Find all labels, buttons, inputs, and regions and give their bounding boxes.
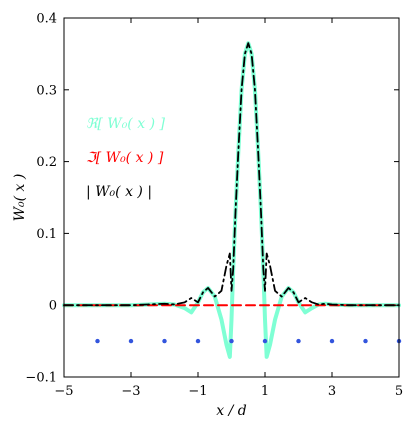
x-tick-label: −5 bbox=[54, 384, 73, 399]
plot-frame bbox=[63, 17, 400, 378]
series-line-2 bbox=[63, 42, 400, 307]
legend-entry: ℑ[ W₀( x ) ] bbox=[86, 150, 164, 166]
series-layer bbox=[62, 41, 401, 359]
x-tick-label: −1 bbox=[188, 384, 207, 399]
marker-point bbox=[162, 338, 167, 344]
y-tick-label: 0.3 bbox=[36, 83, 57, 98]
y-tick-label: 0.4 bbox=[36, 12, 57, 27]
marker-point bbox=[262, 338, 268, 344]
tick-layer: −5 −3 −1 1 3 5 −0.1 0 0.1 0.2 0.3 0.4 bbox=[25, 12, 403, 400]
legend: ℜ[ W₀( x ) ] ℑ[ W₀( x ) ] | W₀( x ) | bbox=[86, 116, 165, 200]
legend-entry: | W₀( x ) | bbox=[86, 184, 152, 200]
x-tick-label: 3 bbox=[328, 384, 336, 399]
y-tick-label: −0.1 bbox=[25, 371, 57, 386]
marker-point bbox=[296, 338, 301, 344]
y-tick-label: 0.1 bbox=[36, 227, 57, 242]
x-tick-label: 5 bbox=[395, 384, 403, 399]
marker-point bbox=[329, 338, 335, 344]
y-axis-label: W₀( x ) bbox=[12, 174, 28, 222]
marker-point bbox=[229, 338, 234, 344]
marker-point bbox=[95, 338, 100, 344]
y-tick-label: 0.2 bbox=[36, 155, 57, 170]
marker-point bbox=[195, 338, 201, 344]
x-axis-label: x / d bbox=[216, 403, 247, 419]
x-tick-label: −3 bbox=[121, 384, 140, 399]
marker-point bbox=[363, 338, 368, 344]
legend-entry: ℜ[ W₀( x ) ] bbox=[86, 116, 165, 132]
x-tick-label: 1 bbox=[261, 384, 269, 399]
marker-layer bbox=[95, 338, 402, 344]
y-tick-label: 0 bbox=[49, 299, 57, 314]
marker-point bbox=[128, 338, 134, 344]
